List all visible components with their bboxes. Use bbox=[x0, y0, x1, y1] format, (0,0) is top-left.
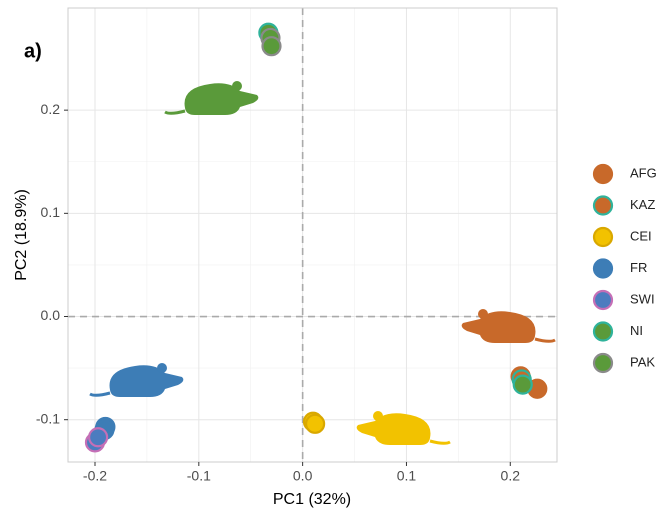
legend-swatch bbox=[592, 195, 614, 216]
panel-label: a) bbox=[24, 40, 42, 62]
legend-label: KAZ bbox=[630, 197, 655, 212]
point bbox=[88, 427, 109, 448]
legend-label: PAK bbox=[630, 354, 655, 369]
legend-swatch bbox=[592, 289, 614, 311]
rat-silhouette bbox=[461, 309, 556, 343]
x-axis-title: PC1 (32%) bbox=[273, 491, 351, 508]
x-tick-label: 0.1 bbox=[397, 468, 417, 484]
y-tick-label: 0.2 bbox=[41, 101, 61, 117]
x-tick-label: -0.2 bbox=[83, 468, 107, 484]
legend-label: SWI bbox=[630, 291, 655, 306]
point bbox=[304, 413, 326, 434]
y-axis-title: PC2 (18.9%) bbox=[13, 189, 30, 281]
legend-swatch bbox=[592, 258, 614, 279]
legend-label: FR bbox=[630, 260, 647, 275]
x-tick-label: 0.0 bbox=[293, 468, 313, 484]
point bbox=[512, 374, 533, 395]
point bbox=[261, 36, 282, 57]
silhouettes bbox=[89, 81, 556, 445]
x-tick-label: -0.1 bbox=[187, 468, 211, 484]
legend-swatch bbox=[592, 352, 614, 374]
legend-label: AFG bbox=[630, 165, 657, 180]
legend-swatch bbox=[592, 226, 614, 248]
x-tick-label: 0.2 bbox=[501, 468, 521, 484]
rat-silhouette bbox=[164, 81, 259, 115]
plot-border bbox=[67, 7, 558, 463]
y-tick-label: -0.1 bbox=[36, 410, 60, 426]
legend-label: CEI bbox=[630, 228, 652, 243]
legend-swatch bbox=[592, 163, 614, 185]
legend-swatch bbox=[592, 321, 614, 342]
legend-label: NI bbox=[630, 323, 643, 338]
y-tick-label: 0.1 bbox=[41, 204, 61, 220]
rat-silhouette bbox=[356, 411, 451, 445]
y-tick-label: 0.0 bbox=[41, 307, 61, 323]
rat-silhouette bbox=[89, 363, 184, 397]
